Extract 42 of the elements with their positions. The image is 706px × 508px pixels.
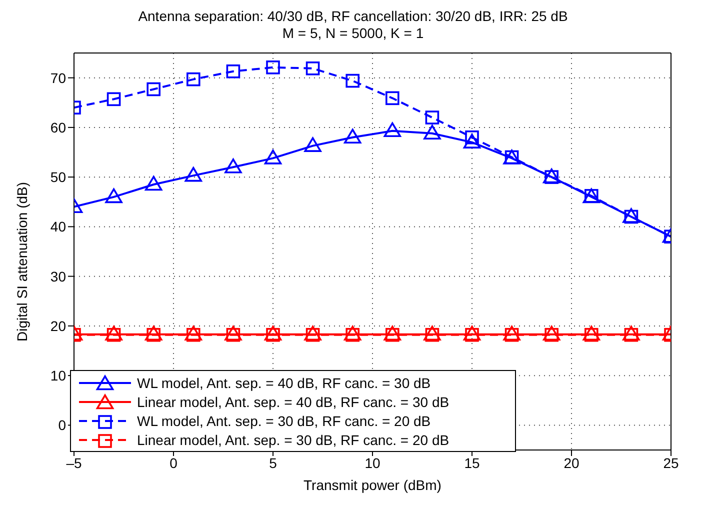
point — [226, 64, 240, 78]
y-axis-title: Digital SI attenuation (dB) — [14, 182, 30, 342]
point — [386, 91, 400, 106]
point — [146, 82, 160, 96]
y-tick-label: 10 — [50, 368, 66, 384]
point — [424, 124, 441, 140]
point — [186, 72, 200, 86]
x-tick-label: 5 — [269, 454, 278, 471]
y-tick-label: 0 — [58, 417, 66, 434]
y-tick-label: 60 — [50, 119, 66, 136]
y-tick-label: 20 — [50, 318, 66, 334]
point — [184, 166, 202, 182]
legend-label: Linear model, Ant. sep. = 30 dB, RF canc. = 20 dB — [137, 432, 450, 448]
point — [105, 188, 122, 204]
point — [306, 61, 320, 76]
legend-label: Linear model, Ant. sep. = 40 dB, RF canc. = 30 dB — [137, 394, 450, 410]
point — [384, 122, 401, 138]
x-tick-label: 0 — [170, 454, 178, 471]
x-tick-label: 15 — [464, 454, 480, 471]
x-tick-label: 10 — [364, 454, 380, 471]
point — [425, 110, 440, 124]
point — [344, 128, 362, 144]
y-tick-label: 50 — [50, 169, 66, 186]
point — [266, 60, 280, 74]
point — [463, 134, 481, 148]
y-tick-label: 70 — [50, 70, 66, 86]
x-tick-label: –5 — [66, 454, 82, 471]
chart-title: Antenna separation: 40/30 dB, RF cancellation: 30/20 dB, IRR: 25 dB — [137, 8, 569, 25]
y-tick-label: 40 — [50, 218, 66, 235]
point — [346, 74, 360, 88]
point — [224, 158, 242, 174]
point — [264, 150, 282, 164]
point — [145, 176, 162, 191]
point — [304, 137, 322, 152]
x-tick-label: 20 — [564, 454, 580, 471]
legend-label: WL model, Ant. sep. = 30 dB, RF canc. = 20 dB — [137, 412, 431, 428]
x-tick-label: 25 — [663, 454, 679, 471]
y-tick-label: 30 — [50, 268, 66, 284]
chart-subtitle: M = 5, N = 5000, K = 1 — [281, 25, 425, 42]
x-axis-title: Transmit power (dBm) — [304, 477, 442, 493]
legend-label: WL model, Ant. sep. = 40 dB, RF canc. = 30 dB — [137, 374, 431, 390]
point — [106, 92, 121, 106]
